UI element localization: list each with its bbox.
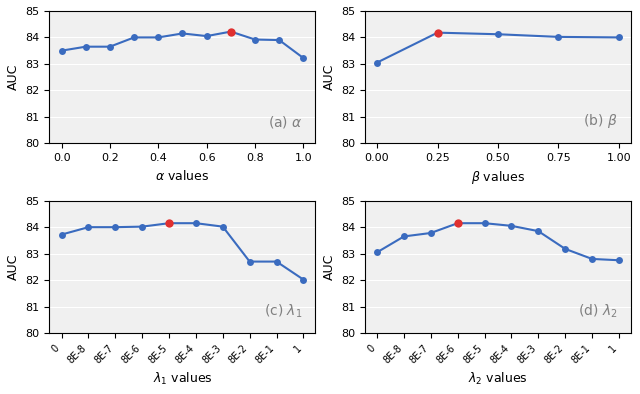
Text: (d) $\lambda_2$: (d) $\lambda_2$ xyxy=(578,303,618,320)
X-axis label: $\beta$ values: $\beta$ values xyxy=(471,169,525,186)
Y-axis label: AUC: AUC xyxy=(323,254,335,280)
X-axis label: $\lambda_2$ values: $\lambda_2$ values xyxy=(468,371,528,387)
Text: (a) $\alpha$: (a) $\alpha$ xyxy=(268,114,302,130)
Y-axis label: AUC: AUC xyxy=(323,64,335,90)
X-axis label: $\alpha$ values: $\alpha$ values xyxy=(156,169,210,182)
Y-axis label: AUC: AUC xyxy=(7,254,20,280)
X-axis label: $\lambda_1$ values: $\lambda_1$ values xyxy=(152,371,212,387)
Y-axis label: AUC: AUC xyxy=(7,64,20,90)
Text: (b) $\beta$: (b) $\beta$ xyxy=(583,112,618,130)
Text: (c) $\lambda_1$: (c) $\lambda_1$ xyxy=(264,303,302,320)
